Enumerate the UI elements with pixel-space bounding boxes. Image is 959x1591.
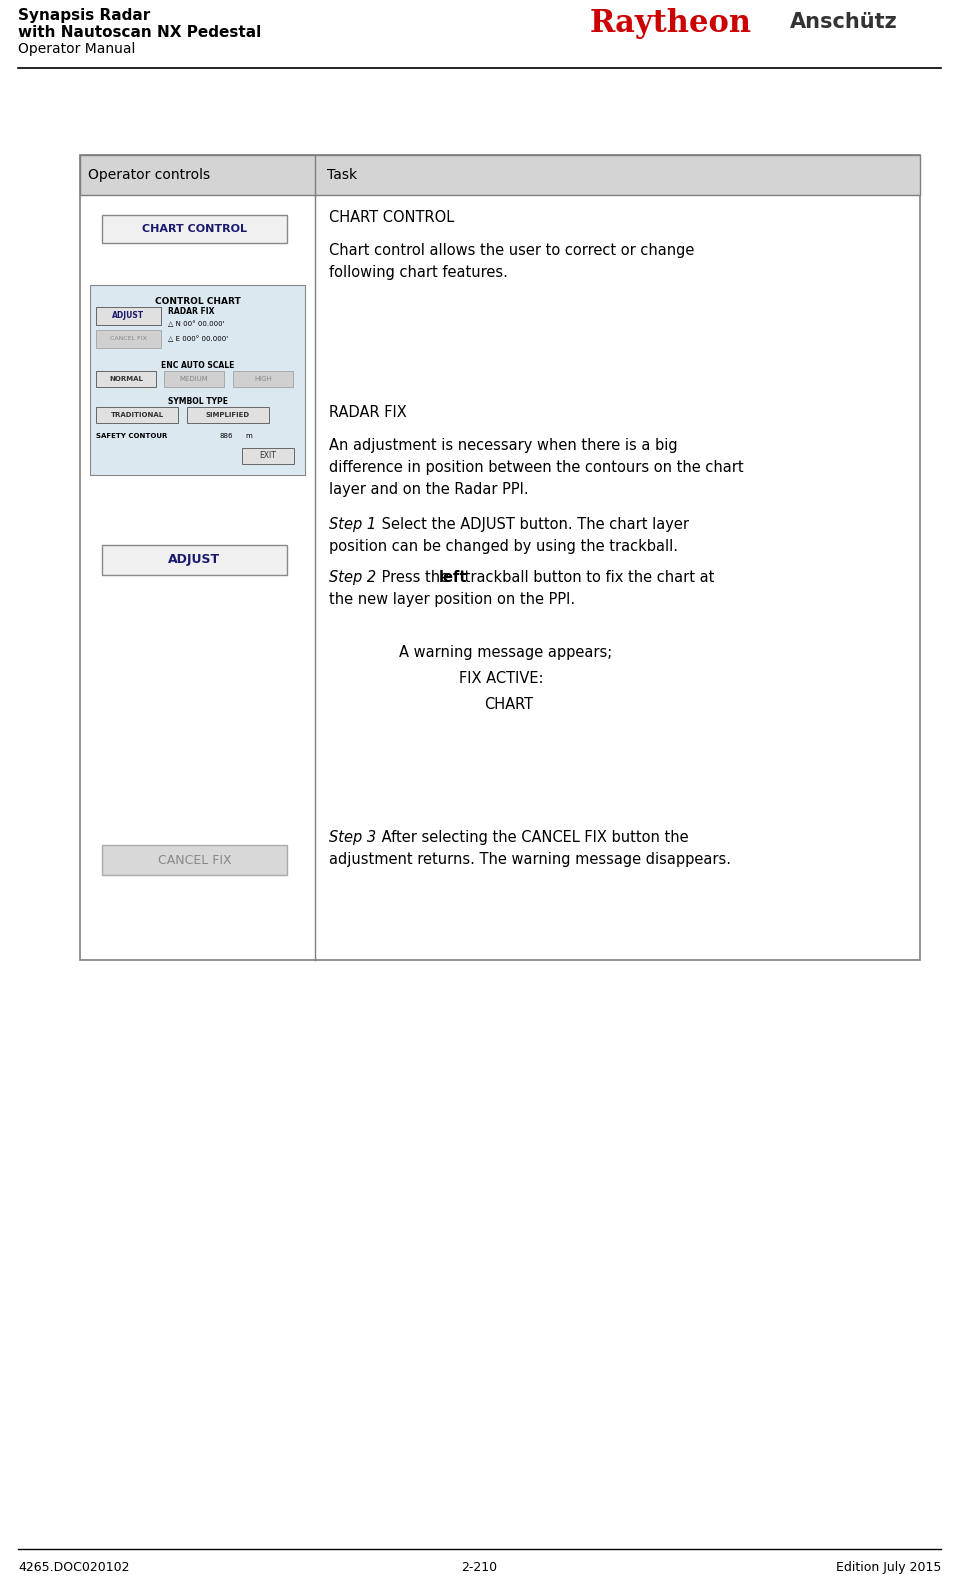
Text: 886: 886 — [220, 433, 233, 439]
FancyBboxPatch shape — [96, 407, 178, 423]
Text: Task: Task — [327, 169, 357, 181]
FancyBboxPatch shape — [233, 371, 293, 387]
Text: CHART: CHART — [484, 697, 533, 713]
Text: Step 1: Step 1 — [329, 517, 376, 531]
Text: ENC AUTO SCALE: ENC AUTO SCALE — [161, 361, 234, 371]
FancyBboxPatch shape — [164, 371, 224, 387]
Text: △ N 00° 00.000': △ N 00° 00.000' — [168, 320, 224, 326]
Text: MEDIUM: MEDIUM — [179, 375, 208, 382]
FancyBboxPatch shape — [96, 307, 161, 325]
Text: CANCEL FIX: CANCEL FIX — [157, 853, 231, 867]
Text: trackball button to fix the chart at: trackball button to fix the chart at — [460, 570, 714, 585]
Text: SAFETY CONTOUR: SAFETY CONTOUR — [96, 433, 168, 439]
Text: NORMAL: NORMAL — [109, 375, 143, 382]
Text: with Nautoscan NX Pedestal: with Nautoscan NX Pedestal — [18, 25, 261, 40]
Text: An adjustment is necessary when there is a big: An adjustment is necessary when there is… — [329, 438, 678, 453]
Text: A warning message appears;: A warning message appears; — [399, 644, 612, 660]
Text: CHART CONTROL: CHART CONTROL — [329, 210, 455, 224]
Text: After selecting the CANCEL FIX button the: After selecting the CANCEL FIX button th… — [377, 831, 689, 845]
Text: 4265.DOC020102: 4265.DOC020102 — [18, 1561, 129, 1573]
Text: Anschütz: Anschütz — [790, 13, 898, 32]
Text: CONTROL CHART: CONTROL CHART — [154, 298, 241, 305]
Text: the new layer position on the PPI.: the new layer position on the PPI. — [329, 592, 575, 608]
FancyBboxPatch shape — [96, 329, 161, 348]
Text: adjustment returns. The warning message disappears.: adjustment returns. The warning message … — [329, 853, 731, 867]
FancyBboxPatch shape — [80, 154, 920, 196]
Text: Edition July 2015: Edition July 2015 — [835, 1561, 941, 1573]
Text: left: left — [439, 570, 467, 585]
Text: ADJUST: ADJUST — [169, 554, 221, 566]
Text: SYMBOL TYPE: SYMBOL TYPE — [168, 398, 227, 406]
Text: Press the: Press the — [377, 570, 454, 585]
Text: Synapsis Radar: Synapsis Radar — [18, 8, 151, 22]
Text: Operator Manual: Operator Manual — [18, 41, 135, 56]
Text: m: m — [245, 433, 252, 439]
Text: Chart control allows the user to correct or change: Chart control allows the user to correct… — [329, 243, 694, 258]
Text: CHART CONTROL: CHART CONTROL — [142, 224, 247, 234]
Text: FIX ACTIVE:: FIX ACTIVE: — [459, 671, 544, 686]
Text: difference in position between the contours on the chart: difference in position between the conto… — [329, 460, 743, 476]
FancyBboxPatch shape — [102, 215, 287, 243]
Text: Raytheon: Raytheon — [590, 8, 752, 40]
FancyBboxPatch shape — [187, 407, 269, 423]
Text: RADAR FIX: RADAR FIX — [329, 406, 407, 420]
FancyBboxPatch shape — [90, 285, 305, 476]
FancyBboxPatch shape — [96, 371, 156, 387]
Text: Step 3: Step 3 — [329, 831, 376, 845]
Text: ADJUST: ADJUST — [112, 312, 145, 320]
Text: RADAR FIX: RADAR FIX — [168, 307, 215, 317]
FancyBboxPatch shape — [102, 546, 287, 574]
Text: Select the ADJUST button. The chart layer: Select the ADJUST button. The chart laye… — [377, 517, 689, 531]
Text: layer and on the Radar PPI.: layer and on the Radar PPI. — [329, 482, 528, 496]
FancyBboxPatch shape — [80, 154, 920, 959]
FancyBboxPatch shape — [102, 845, 287, 875]
Text: following chart features.: following chart features. — [329, 266, 508, 280]
Text: △ E 000° 00.000': △ E 000° 00.000' — [168, 336, 228, 342]
Text: Step 2: Step 2 — [329, 570, 376, 585]
Text: EXIT: EXIT — [260, 452, 276, 460]
Text: HIGH: HIGH — [254, 375, 272, 382]
Text: CANCEL FIX: CANCEL FIX — [110, 337, 147, 342]
FancyBboxPatch shape — [242, 449, 294, 465]
Text: Operator controls: Operator controls — [88, 169, 210, 181]
Text: SIMPLIFIED: SIMPLIFIED — [206, 412, 250, 418]
Text: 2-210: 2-210 — [461, 1561, 498, 1573]
Text: TRADITIONAL: TRADITIONAL — [110, 412, 164, 418]
Text: position can be changed by using the trackball.: position can be changed by using the tra… — [329, 539, 678, 554]
